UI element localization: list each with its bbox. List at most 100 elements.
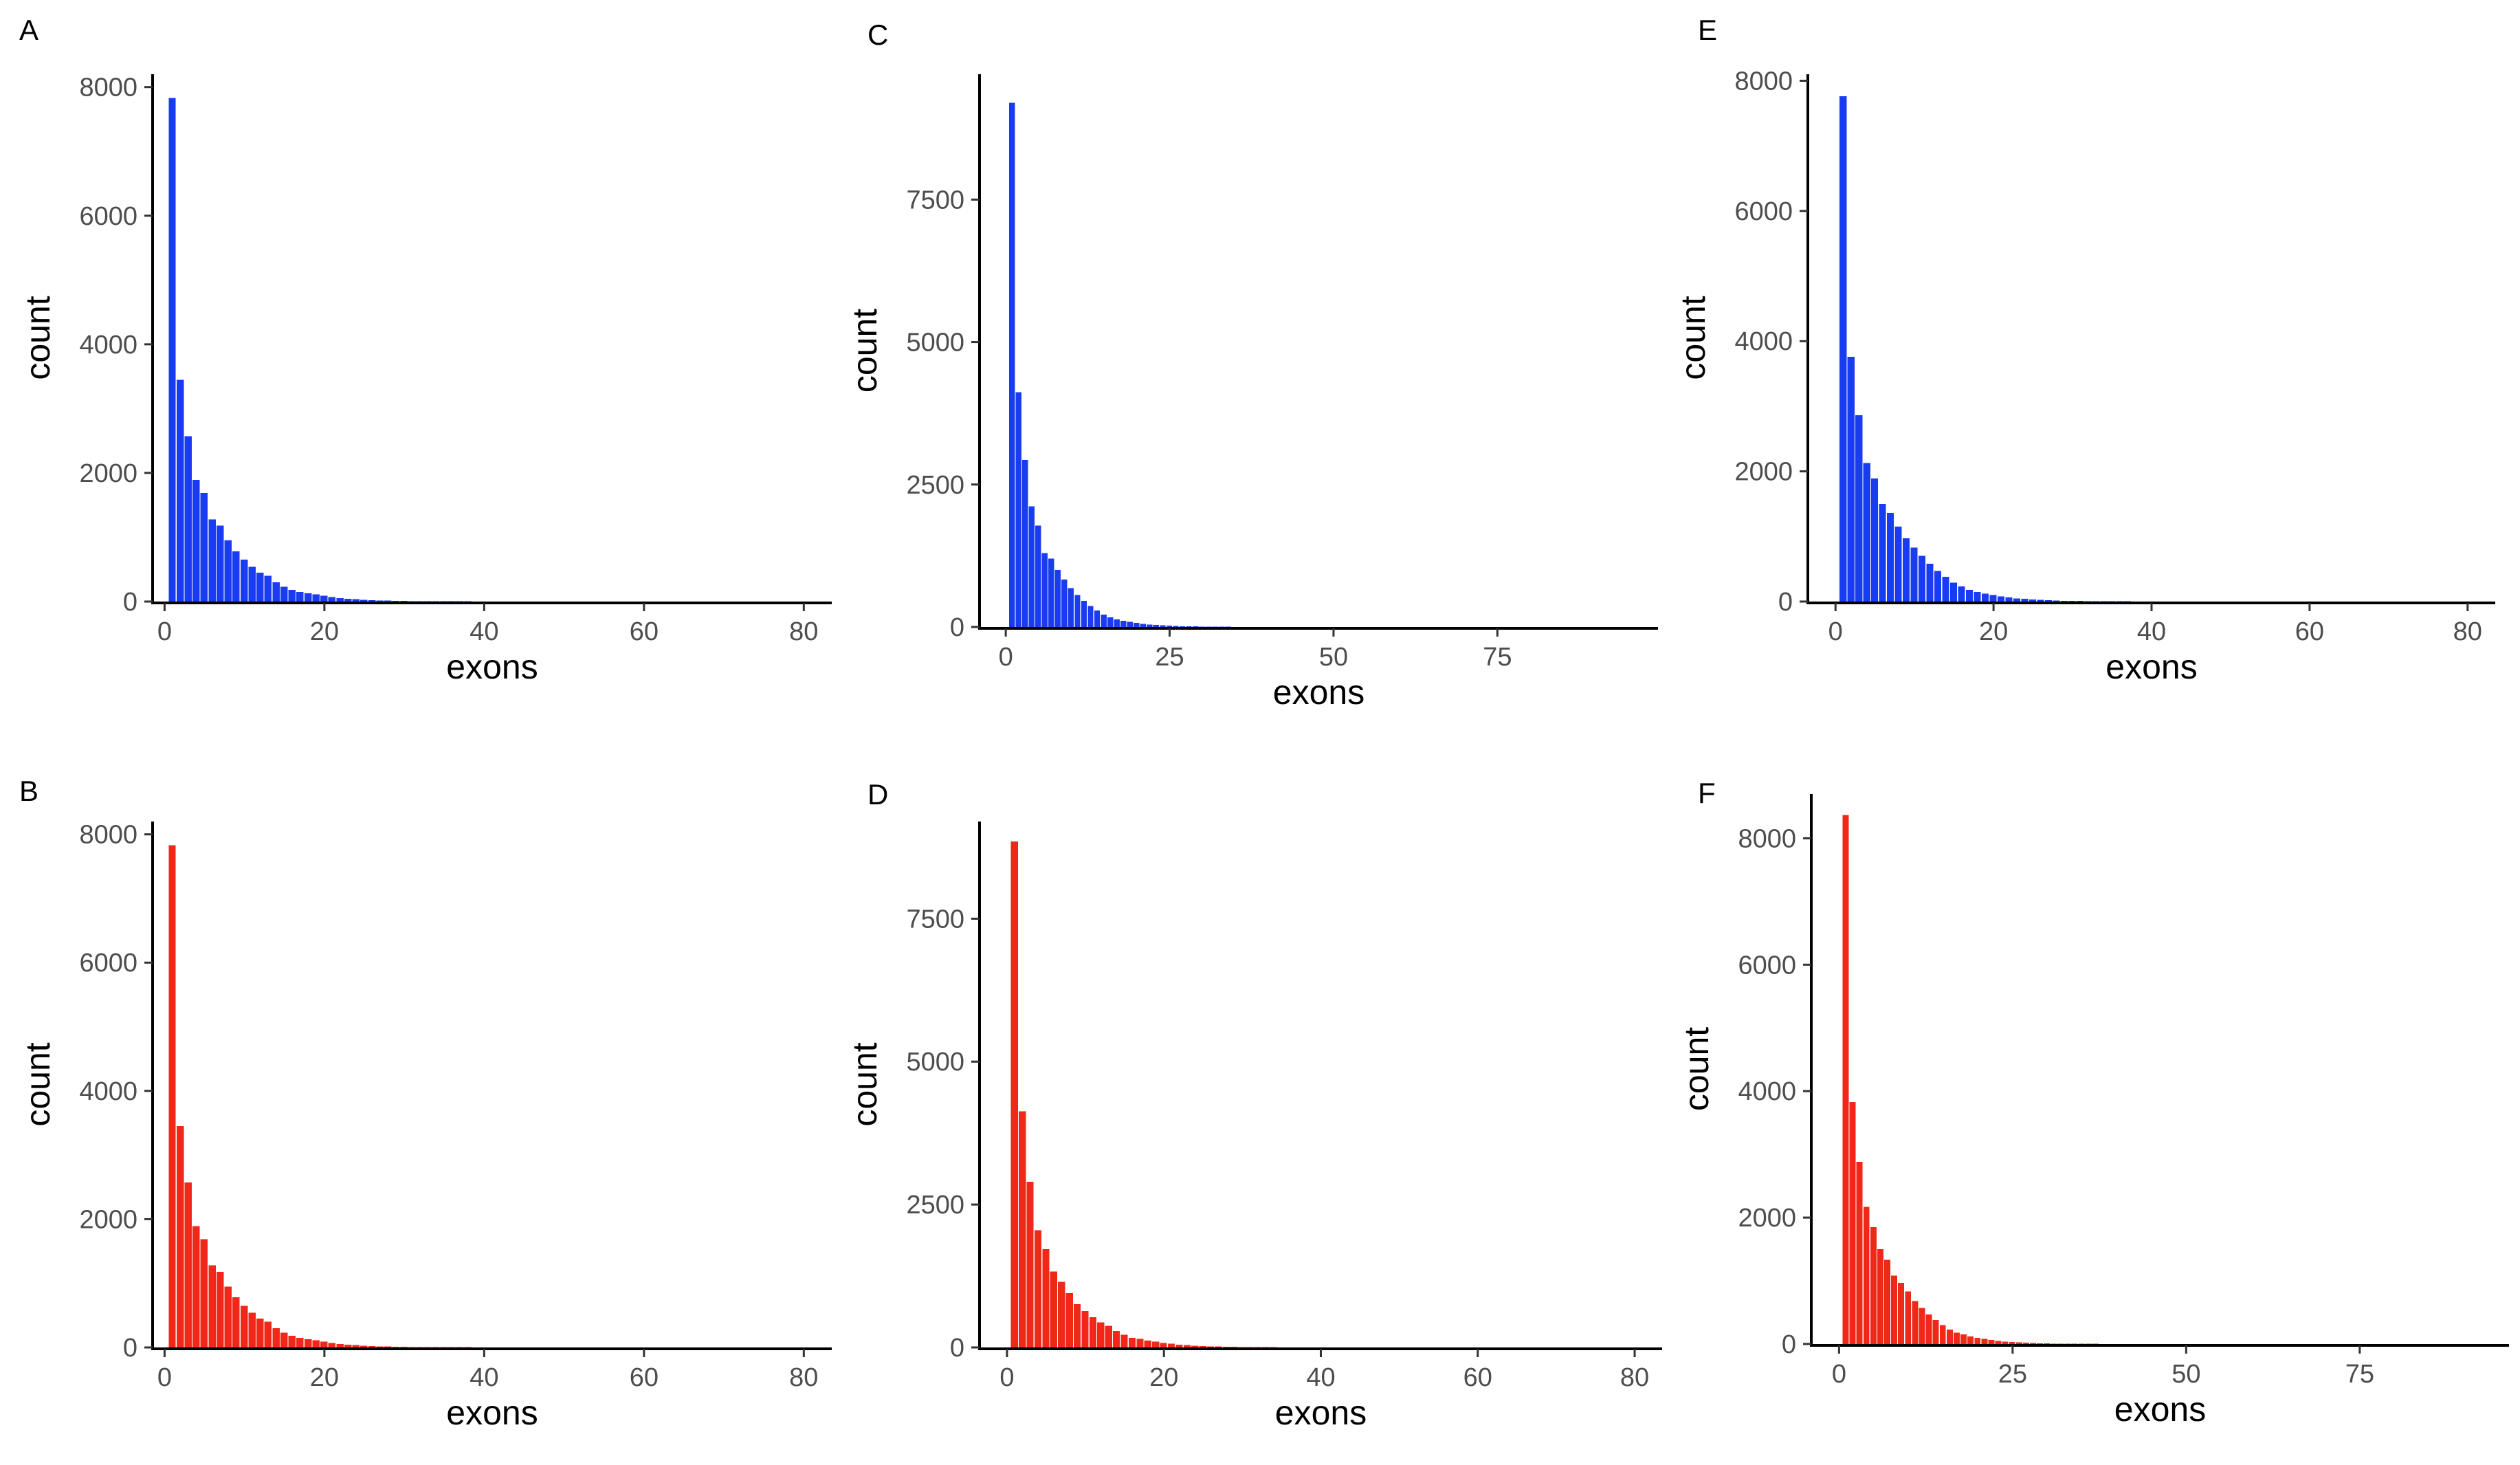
panel-b: B 0 2000 4000 6000 8000 0 20 40 60 80 exons count bbox=[19, 775, 832, 1432]
histogram-bar bbox=[2057, 1343, 2064, 1344]
histogram-bar bbox=[1960, 1334, 1967, 1344]
histogram-bar bbox=[1179, 626, 1186, 627]
histogram-bar bbox=[1089, 1317, 1096, 1347]
histogram-bar bbox=[240, 1306, 248, 1347]
histogram-bar bbox=[1849, 1101, 1856, 1344]
histogram-bar bbox=[1019, 1111, 1026, 1347]
histogram-bar bbox=[1175, 1344, 1183, 1347]
histogram-bar bbox=[1918, 555, 1926, 602]
histogram-bar bbox=[176, 379, 184, 602]
y-tick-label: 6000 bbox=[79, 202, 137, 231]
y-tick-label: 0 bbox=[123, 1334, 137, 1363]
histogram-bar bbox=[2092, 601, 2100, 602]
histogram-bar bbox=[1886, 513, 1894, 602]
histogram-bar bbox=[256, 572, 264, 602]
histogram-bar bbox=[1186, 626, 1192, 627]
histogram-bar bbox=[1946, 1329, 1953, 1344]
histogram-bar bbox=[328, 1343, 336, 1347]
histogram-bar bbox=[1891, 1275, 1898, 1344]
histogram-bar bbox=[1847, 356, 1855, 602]
x-tick-label: 0 bbox=[1828, 617, 1843, 646]
y-tick-label: 0 bbox=[950, 613, 964, 642]
histogram-bar bbox=[376, 600, 384, 602]
x-tick-label: 75 bbox=[2345, 1360, 2374, 1389]
histogram-bar bbox=[288, 590, 296, 602]
histogram-bar bbox=[2005, 597, 2013, 602]
y-tick-label: 0 bbox=[123, 588, 137, 617]
x-tick-label: 80 bbox=[1620, 1363, 1649, 1392]
x-tick-label: 0 bbox=[1832, 1360, 1846, 1389]
histogram-bar bbox=[1926, 564, 1934, 602]
histogram-bar bbox=[2037, 1343, 2044, 1344]
histogram-bar bbox=[1894, 527, 1902, 602]
histogram-bar bbox=[1932, 1320, 1939, 1344]
x-tick-label: 0 bbox=[999, 1363, 1014, 1392]
histogram-bar bbox=[232, 551, 240, 602]
y-tick-label: 8000 bbox=[79, 74, 137, 102]
histogram-bar bbox=[1041, 553, 1048, 627]
histogram-bar bbox=[1147, 624, 1153, 627]
y-tick-label: 2500 bbox=[906, 1191, 964, 1220]
histogram-bars bbox=[168, 98, 807, 602]
histogram-bar bbox=[1958, 586, 1965, 602]
histogram-bar bbox=[1919, 1308, 1925, 1344]
histogram-bar bbox=[1042, 1248, 1050, 1347]
histogram-bar bbox=[1101, 614, 1107, 627]
histogram-bar bbox=[184, 1182, 192, 1347]
histogram-bar bbox=[1160, 1343, 1167, 1347]
histogram-bar bbox=[1870, 1226, 1877, 1344]
histogram-bar bbox=[200, 1239, 208, 1347]
x-tick-label: 25 bbox=[1998, 1360, 2027, 1389]
histogram-bar bbox=[1068, 588, 1074, 627]
histogram-bar bbox=[1054, 570, 1061, 627]
histogram-bar bbox=[288, 1336, 296, 1347]
histogram-bar bbox=[1863, 463, 1870, 602]
x-tick-label: 80 bbox=[2453, 617, 2482, 646]
histogram-bar bbox=[1087, 606, 1094, 627]
x-tick-label: 80 bbox=[789, 1363, 818, 1392]
histogram-bar bbox=[2030, 1343, 2037, 1344]
y-tick-label: 2000 bbox=[79, 459, 137, 488]
panel-letter: B bbox=[19, 775, 38, 807]
histogram-bar bbox=[1974, 591, 1981, 602]
histogram-bar bbox=[224, 540, 232, 602]
x-axis-title: exons bbox=[446, 648, 538, 686]
histogram-bar bbox=[1094, 610, 1101, 627]
panel-letter: C bbox=[867, 19, 888, 51]
histogram-bar bbox=[1065, 1293, 1073, 1347]
histogram-bar bbox=[1949, 582, 1958, 602]
histogram-bar bbox=[1905, 1291, 1912, 1344]
histogram-bar bbox=[168, 845, 176, 1347]
histogram-bars bbox=[1008, 102, 1625, 627]
histogram-bar bbox=[2023, 1343, 2029, 1344]
x-tick-label: 50 bbox=[2171, 1360, 2200, 1389]
x-tick-label: 0 bbox=[999, 643, 1013, 672]
histogram-bar bbox=[2009, 1342, 2015, 1344]
histogram-bar bbox=[1144, 1341, 1151, 1347]
histogram-bar bbox=[1113, 1330, 1120, 1347]
histogram-bar bbox=[1107, 617, 1114, 627]
histogram-bar bbox=[208, 519, 216, 602]
histogram-bar bbox=[1173, 626, 1179, 627]
histogram-bar bbox=[1021, 460, 1028, 627]
y-tick-label: 8000 bbox=[79, 821, 137, 850]
y-axis-title: count bbox=[845, 1042, 884, 1126]
histogram-bar bbox=[1912, 1301, 1919, 1344]
histogram-bar bbox=[2037, 599, 2044, 602]
histogram-bar bbox=[352, 599, 360, 602]
x-axis-title: exons bbox=[1273, 673, 1364, 712]
histogram-bar bbox=[1034, 1230, 1042, 1347]
x-axis-title: exons bbox=[1275, 1394, 1367, 1432]
y-tick-label: 0 bbox=[1782, 1330, 1796, 1359]
panel-letter: D bbox=[867, 778, 888, 811]
histogram-bar bbox=[320, 595, 328, 602]
histogram-bar bbox=[368, 1345, 376, 1347]
histogram-bar bbox=[1105, 1325, 1112, 1347]
histogram-bar bbox=[1910, 547, 1918, 602]
histogram-bars bbox=[1839, 96, 2471, 602]
y-tick-label: 0 bbox=[950, 1334, 964, 1363]
histogram-bar bbox=[1206, 626, 1212, 627]
histogram-bar bbox=[1081, 1310, 1089, 1347]
histogram-bar bbox=[1166, 626, 1173, 627]
panel-d: D 0 2500 5000 7500 0 20 40 60 80 exons count bbox=[845, 778, 1662, 1432]
